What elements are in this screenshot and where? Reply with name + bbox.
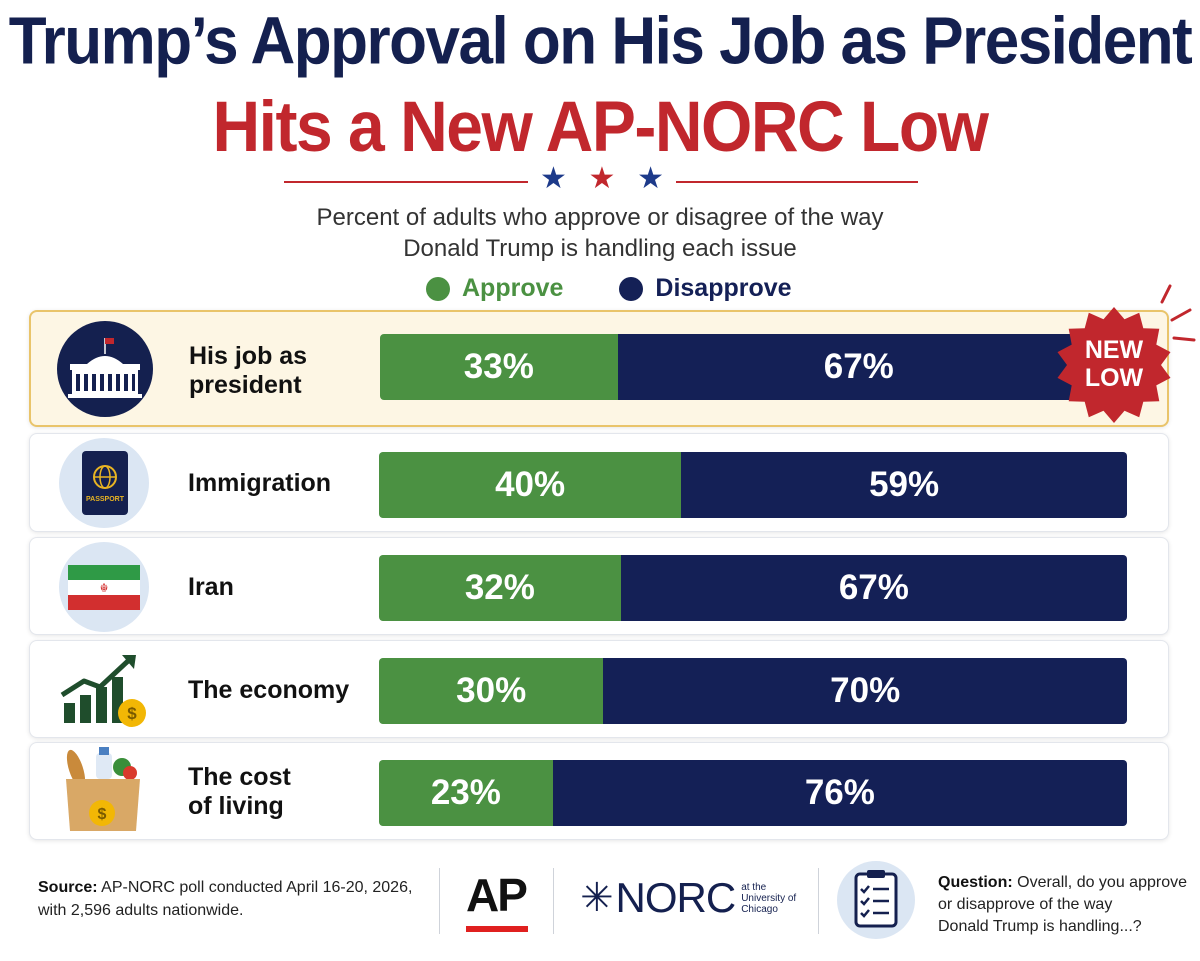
question-label: Question:: [938, 874, 1013, 891]
bar-disapprove: 70%: [603, 658, 1127, 724]
star-icon: ★: [588, 162, 616, 195]
title-line-1: Trump’s Approval on His Job as President: [8, 4, 1193, 79]
svg-text:$: $: [98, 806, 107, 823]
bar-disapprove: 76%: [552, 760, 1127, 826]
grocery-bag-icon: $: [54, 745, 154, 835]
bar-approve: 40%: [379, 452, 682, 518]
legend-label-disapprove: Disapprove: [655, 274, 792, 302]
chart-row-job-as-president: His job as president 33% 67%: [29, 310, 1169, 427]
title-line-2: Hits a New AP-NORC Low: [212, 86, 989, 166]
legend-item-disapprove: Disapprove: [619, 274, 792, 303]
row-label: His job as president: [189, 342, 307, 400]
row-label-line: of living: [188, 792, 284, 820]
new-low-badge: NEW LOW: [1055, 306, 1173, 424]
chart-row-cost-of-living: $ The cost of living 23% 76%: [29, 742, 1169, 840]
subtitle-line-1: Percent of adults who approve or disagre…: [316, 204, 884, 231]
row-label-line: The economy: [188, 676, 350, 704]
subtitle: Percent of adults who approve or disagre…: [0, 202, 1200, 264]
source-text: with 2,596 adults nationwide.: [38, 902, 244, 919]
row-label-line: Iran: [188, 573, 234, 601]
source-note: Source: AP-NORC poll conducted April 16-…: [38, 876, 412, 922]
row-label: The cost of living: [188, 763, 291, 821]
passport-icon: PASSPORT: [54, 438, 154, 528]
left-divider: [284, 181, 528, 183]
approve-swatch: [426, 276, 450, 301]
bar-approve: 23%: [379, 760, 553, 826]
bar-disapprove: 59%: [681, 452, 1127, 518]
norc-logo: ✳ NORC at the University of Chicago: [580, 874, 796, 922]
disapprove-swatch: [619, 276, 644, 301]
row-label-line: Immigration: [188, 469, 332, 497]
bar: 32% 67%: [379, 555, 1127, 621]
row-label-line: president: [189, 371, 302, 399]
clipboard-checklist-icon: [836, 860, 916, 945]
row-label: The economy: [188, 676, 349, 705]
bar: 40% 59%: [379, 452, 1127, 518]
chart-row-iran: ☬ Iran 32% 67%: [29, 537, 1169, 635]
iran-flag-icon: ☬: [54, 542, 154, 632]
bar-approve: 30%: [379, 658, 604, 724]
badge-line-1: NEW: [1085, 336, 1144, 364]
star-icon: ★: [540, 162, 567, 195]
svg-text:☬: ☬: [100, 581, 109, 595]
ap-logo-underline: [466, 926, 528, 932]
burst-lines: [1160, 284, 1196, 342]
chart-row-economy: $ The economy 30% 70%: [29, 640, 1169, 738]
ap-logo: AP: [466, 869, 528, 921]
norc-sub-line: at the: [741, 881, 767, 893]
passport-text: PASSPORT: [86, 496, 125, 503]
source-text: AP-NORC poll conducted April 16-20, 2026…: [97, 879, 413, 896]
norc-sub-line: Chicago: [741, 903, 778, 915]
right-divider: [676, 181, 918, 183]
bar: 33% 67%: [380, 334, 1100, 400]
source-label: Source:: [38, 879, 98, 896]
question-text: or disapprove of the way: [938, 896, 1113, 913]
legend: Approve Disapprove: [426, 274, 848, 303]
question-text: Overall, do you approve: [1012, 874, 1187, 891]
star-icon: ★: [637, 162, 664, 195]
badge-line-2: LOW: [1085, 364, 1144, 392]
bar-disapprove: 67%: [617, 334, 1100, 400]
legend-item-approve: Approve: [426, 274, 563, 303]
row-label: Iran: [188, 573, 234, 602]
white-house-icon: [55, 321, 155, 417]
bar-disapprove: 67%: [620, 555, 1127, 621]
bar: 30% 70%: [379, 658, 1127, 724]
row-label: Immigration: [188, 469, 331, 498]
norc-subtext: at the University of Chicago: [741, 882, 796, 915]
bar-approve: 33%: [380, 334, 618, 400]
footer-separator: [553, 868, 554, 934]
question-note: Question: Overall, do you approve or dis…: [938, 872, 1187, 938]
stars-ornament: ★ ★ ★: [540, 164, 664, 194]
footer-separator: [439, 868, 440, 934]
norc-text: NORC: [615, 874, 737, 921]
question-text: Donald Trump is handling...?: [938, 918, 1142, 935]
row-label-line: The cost: [188, 763, 291, 791]
norc-star-icon: ✳: [580, 876, 614, 920]
row-label-line: His job as: [189, 342, 308, 370]
svg-text:$: $: [127, 704, 137, 723]
legend-label-approve: Approve: [462, 274, 564, 302]
bar: 23% 76%: [379, 760, 1127, 826]
bar-approve: 32%: [379, 555, 621, 621]
growth-chart-icon: $: [54, 645, 154, 735]
subtitle-line-2: Donald Trump is handling each issue: [403, 235, 797, 262]
footer-separator: [818, 868, 819, 934]
norc-sub-line: University of: [741, 892, 797, 904]
chart-row-immigration: PASSPORT Immigration 40% 59%: [29, 433, 1169, 532]
